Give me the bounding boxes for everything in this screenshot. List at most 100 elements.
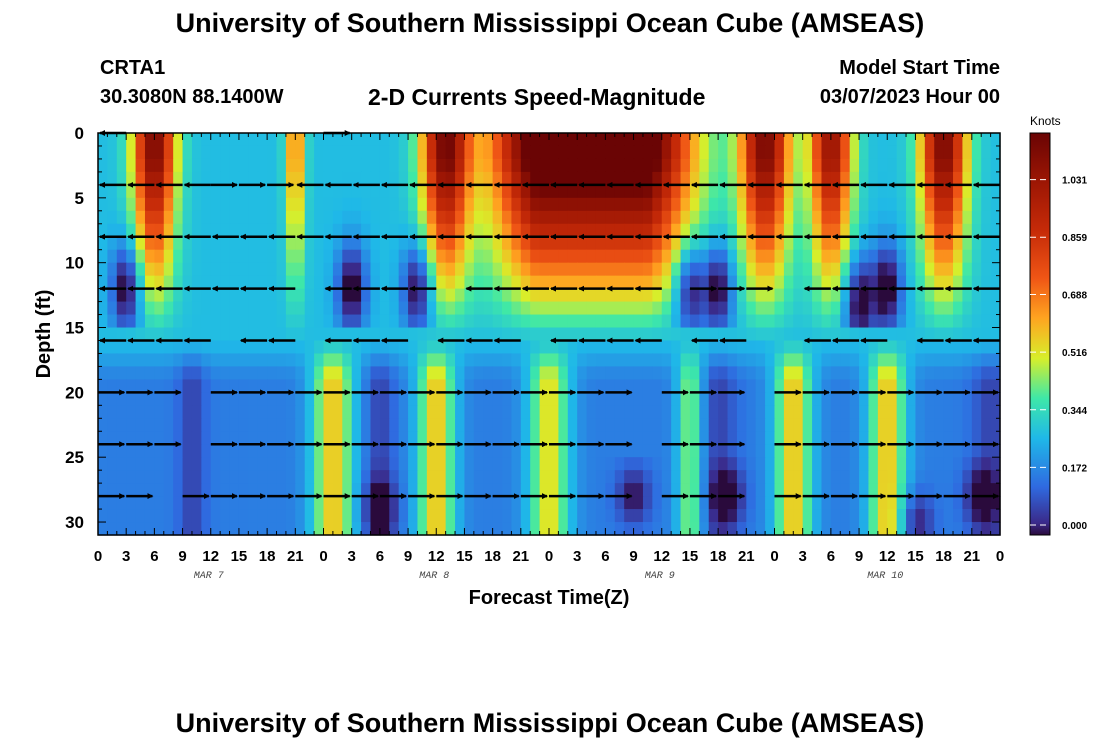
- heatmap-cell: [689, 366, 700, 380]
- heatmap-cell: [238, 145, 249, 160]
- heatmap-cell: [830, 197, 841, 212]
- heatmap-cell: [379, 496, 390, 510]
- heatmap-cell: [680, 133, 691, 147]
- heatmap-cell: [765, 522, 776, 536]
- heatmap-cell: [304, 197, 315, 212]
- heatmap-cell: [652, 340, 663, 355]
- heatmap-cell: [229, 236, 240, 251]
- heatmap-cell: [699, 184, 710, 199]
- heatmap-cell: [389, 262, 400, 277]
- heatmap-cell: [633, 483, 644, 497]
- heatmap-cell: [793, 366, 804, 380]
- heatmap-cell: [896, 444, 907, 458]
- heatmap-cell: [765, 431, 776, 445]
- heatmap-cell: [539, 431, 550, 445]
- heatmap-cell: [849, 314, 860, 329]
- heatmap-cell: [943, 288, 954, 303]
- heatmap-cell: [783, 184, 794, 199]
- heatmap-cell: [567, 483, 578, 497]
- heatmap-cell: [98, 301, 108, 316]
- heatmap-cell: [661, 197, 672, 212]
- heatmap-cell: [398, 522, 409, 536]
- heatmap-cell: [689, 301, 700, 316]
- heatmap-cell: [116, 236, 127, 251]
- heatmap-cell: [154, 262, 165, 277]
- heatmap-cell: [906, 431, 917, 445]
- heatmap-cell: [107, 522, 118, 536]
- heatmap-cell: [248, 522, 259, 536]
- heatmap-cell: [436, 158, 447, 173]
- heatmap-cell: [285, 431, 296, 445]
- heatmap-cell: [98, 314, 108, 329]
- heatmap-cell: [943, 145, 954, 160]
- heatmap-cell: [455, 483, 466, 497]
- heatmap-cell: [135, 418, 146, 432]
- heatmap-cell: [887, 288, 898, 303]
- heatmap-cell: [163, 353, 174, 368]
- heatmap-cell: [652, 158, 663, 173]
- heatmap-cell: [408, 145, 419, 160]
- heatmap-cell: [398, 223, 409, 238]
- heatmap-cell: [812, 457, 823, 471]
- heatmap-cell: [342, 249, 353, 264]
- heatmap-cell: [502, 145, 513, 160]
- heatmap-cell: [990, 288, 1001, 303]
- heatmap-cell: [144, 223, 155, 238]
- heatmap-cell: [727, 158, 738, 173]
- heatmap-cell: [774, 314, 785, 329]
- heatmap-cell: [943, 133, 954, 147]
- heatmap-cell: [990, 366, 1001, 380]
- heatmap-cell: [201, 418, 212, 432]
- heatmap-cell: [680, 457, 691, 471]
- heatmap-cell: [530, 158, 541, 173]
- heatmap-cell: [727, 522, 738, 536]
- heatmap-cell: [812, 483, 823, 497]
- heatmap-cell: [859, 366, 870, 380]
- heatmap-cell: [332, 171, 343, 186]
- heatmap-cell: [793, 418, 804, 432]
- heatmap-cell: [924, 470, 935, 484]
- heatmap-cell: [210, 301, 221, 316]
- heatmap-cell: [953, 288, 964, 303]
- heatmap-cell: [981, 470, 992, 484]
- heatmap-cell: [492, 457, 503, 471]
- heatmap-cell: [595, 431, 606, 445]
- heatmap-cell: [445, 483, 456, 497]
- heatmap-cell: [98, 431, 108, 445]
- heatmap-cell: [981, 262, 992, 277]
- heatmap-cell: [248, 223, 259, 238]
- heatmap-cell: [257, 483, 268, 497]
- heatmap-cell: [210, 133, 221, 147]
- heatmap-cell: [295, 133, 306, 147]
- heatmap-cell: [840, 509, 851, 523]
- heatmap-cell: [267, 418, 278, 432]
- heatmap-cell: [492, 522, 503, 536]
- heatmap-cell: [783, 522, 794, 536]
- heatmap-cell: [408, 522, 419, 536]
- heatmap-cell: [802, 275, 813, 290]
- heatmap-cell: [191, 379, 202, 393]
- heatmap-cell: [577, 444, 588, 458]
- heatmap-cell: [830, 171, 841, 186]
- heatmap-cell: [812, 275, 823, 290]
- heatmap-cell: [906, 509, 917, 523]
- heatmap-cell: [624, 353, 635, 368]
- heatmap-cell: [285, 275, 296, 290]
- heatmap-cell: [859, 197, 870, 212]
- heatmap-cell: [943, 353, 954, 368]
- heatmap-cell: [267, 327, 278, 342]
- heatmap-cell: [98, 418, 108, 432]
- heatmap-cell: [144, 314, 155, 329]
- heatmap-cell: [98, 223, 108, 238]
- heatmap-cell: [755, 431, 766, 445]
- heatmap-cell: [351, 327, 362, 342]
- heatmap-cell: [135, 184, 146, 199]
- heatmap-cell: [727, 444, 738, 458]
- heatmap-cell: [567, 366, 578, 380]
- heatmap-cell: [821, 444, 832, 458]
- heatmap-cell: [962, 379, 973, 393]
- heatmap-cell: [154, 496, 165, 510]
- heatmap-cell: [201, 366, 212, 380]
- heatmap-cell: [473, 496, 484, 510]
- heatmap-cell: [746, 366, 757, 380]
